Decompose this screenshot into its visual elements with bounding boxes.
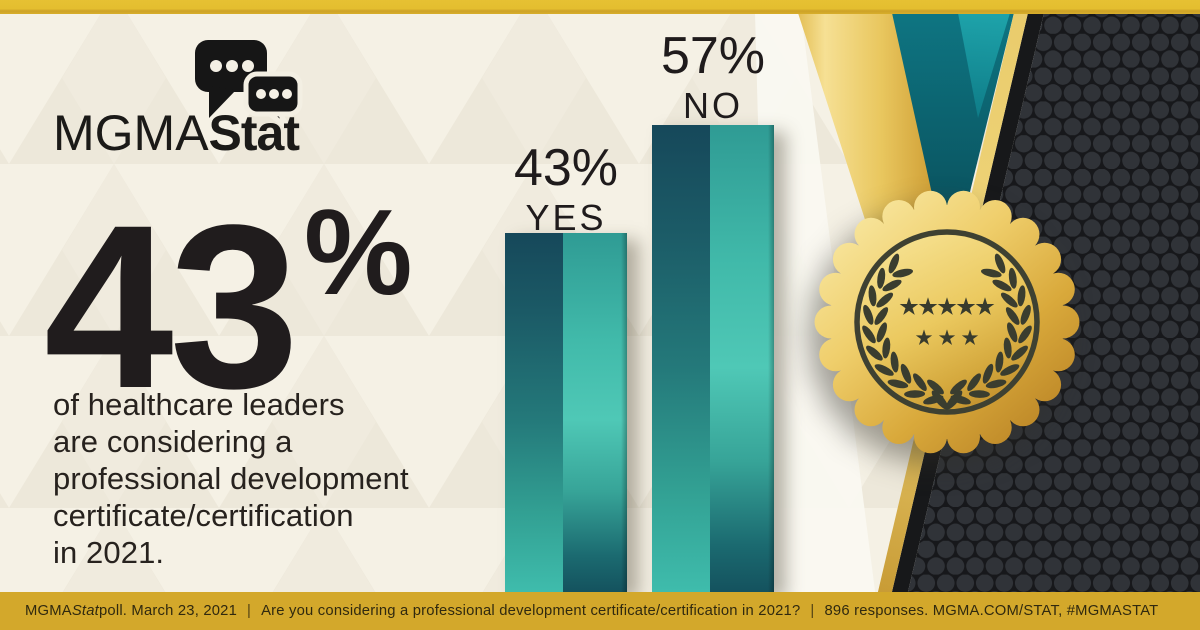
description-line: certificate/certification bbox=[53, 498, 354, 533]
no-percent-label: 57% bbox=[660, 27, 766, 85]
yes-answer-label: YES bbox=[525, 197, 607, 238]
bar-no-shade bbox=[652, 125, 710, 592]
medal-stars-icon bbox=[899, 297, 995, 345]
description-line: professional development bbox=[53, 461, 409, 496]
footer-divider: | bbox=[247, 603, 252, 619]
medal-scallop-edge bbox=[814, 190, 1080, 454]
medal-outer-disc bbox=[830, 205, 1064, 439]
laurel-wreath-icon bbox=[862, 253, 1032, 410]
award-medal-badge bbox=[814, 190, 1080, 454]
logo-wordmark: MGMAStat bbox=[53, 104, 300, 162]
bar-no bbox=[652, 125, 775, 592]
footer-responses: 896 responses. MGMA.COM/STAT, #MGMASTAT bbox=[824, 603, 1159, 619]
bar-yes bbox=[505, 233, 628, 592]
footer-brand: MGMA bbox=[25, 603, 72, 619]
medal-inner-disc bbox=[860, 235, 1034, 409]
bar-label-yes: 43% YES bbox=[491, 142, 641, 236]
description-line: of healthcare leaders bbox=[53, 387, 345, 422]
stat-percent-sign: % bbox=[304, 184, 413, 320]
bar-yes-highlight bbox=[562, 233, 628, 592]
logo-stat-text: Stat bbox=[208, 105, 300, 161]
teal-ribbon-dark bbox=[892, 13, 1014, 212]
footer-divider: | bbox=[810, 603, 815, 619]
gold-stripe bbox=[869, 0, 1031, 630]
description-line: are considering a bbox=[53, 424, 293, 459]
bar-yes-shade bbox=[505, 233, 563, 592]
footer-brand-stat: Stat bbox=[71, 603, 99, 619]
footer-poll-date: poll. March 23, 2021 bbox=[98, 603, 238, 619]
yes-percent-label: 43% bbox=[513, 139, 619, 197]
bar-label-no: 57% NO bbox=[638, 30, 788, 124]
description-line: in 2021. bbox=[53, 535, 165, 570]
black-edge-band bbox=[883, 0, 1047, 630]
teal-ribbon-light bbox=[958, 13, 1010, 118]
hex-mesh-panel bbox=[899, 0, 1200, 630]
no-answer-label: NO bbox=[683, 85, 743, 126]
footer-question: Are you considering a professional devel… bbox=[261, 603, 801, 619]
footer-bar: MGMA Stat poll. March 23, 2021 | Are you… bbox=[0, 592, 1200, 630]
logo-mgma-text: MGMA bbox=[53, 105, 209, 161]
top-gold-bar bbox=[0, 0, 1200, 14]
medal-inner-ring bbox=[854, 229, 1040, 415]
gold-ribbon bbox=[798, 13, 948, 235]
bar-no-highlight bbox=[709, 125, 775, 592]
headline-description: of healthcare leaders are considering a … bbox=[53, 386, 409, 571]
